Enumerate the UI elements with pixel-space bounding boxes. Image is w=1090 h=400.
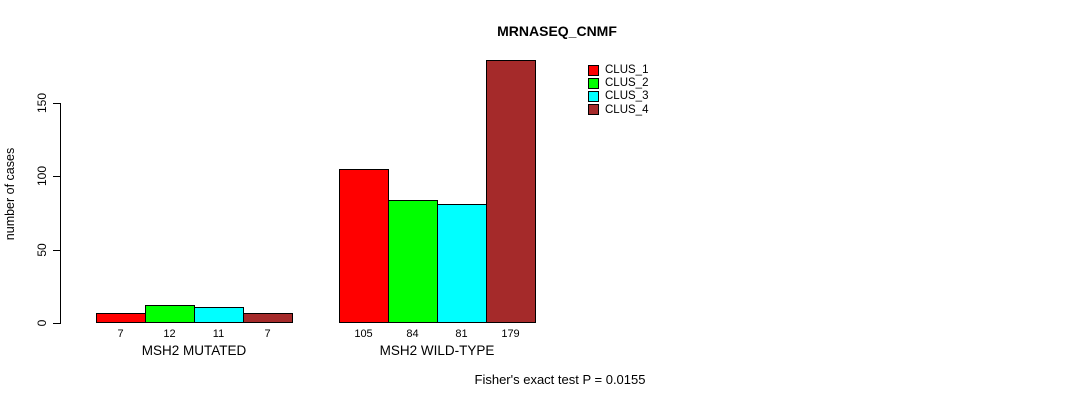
y-axis-line [60,103,61,324]
bar-value-label: 84 [406,328,419,340]
y-tick-mark [53,176,60,178]
bar-clus_4-mutated [243,313,293,323]
legend-item-clus_2: CLUS_2 [588,77,648,89]
bar-value-label: 179 [501,328,520,340]
legend-label: CLUS_4 [605,103,649,116]
bar-clus_4-wildtype [486,60,536,323]
legend-swatch-clus_2 [588,77,599,89]
group-label: MSH2 WILD-TYPE [379,343,495,358]
legend-label: CLUS_1 [605,64,649,76]
bar-clus_2-wildtype [388,200,438,323]
bar-clus_3-mutated [194,307,244,323]
bar-value-label: 81 [455,328,468,340]
bar-value-label: 12 [163,328,176,340]
y-axis-label: number of cases [3,147,17,241]
legend-label: CLUS_2 [605,77,649,90]
bar-value-label: 7 [117,328,124,340]
legend-label: CLUS_3 [605,90,649,103]
legend-item-clus_3: CLUS_3 [588,90,648,102]
bar-clus_3-wildtype [437,204,487,323]
bar-clus_1-wildtype [339,169,389,323]
bar-value-label: 7 [264,328,271,340]
annotation-fisher-test: Fisher's exact test P = 0.0155 [474,372,646,387]
legend-item-clus_1: CLUS_1 [588,64,648,76]
bar-value-label: 105 [354,328,373,340]
legend-swatch-clus_1 [588,64,599,76]
y-tick-mark [53,249,60,251]
y-tick-label: 50 [35,242,49,257]
legend-swatch-clus_3 [588,90,599,102]
legend-swatch-clus_4 [588,104,599,116]
y-tick-label: 0 [35,319,49,327]
group-label: MSH2 MUTATED [141,343,247,358]
y-tick-label: 100 [35,166,49,187]
y-tick-label: 150 [35,92,49,114]
y-tick-mark [53,323,60,324]
bar-clus_2-mutated [145,305,195,323]
bar-clus_1-mutated [96,313,146,323]
bar-value-label: 11 [212,328,225,340]
legend-item-clus_4: CLUS_4 [588,104,648,116]
y-tick-mark [53,103,60,104]
chart-title: MRNASEQ_CNMF [497,23,617,39]
